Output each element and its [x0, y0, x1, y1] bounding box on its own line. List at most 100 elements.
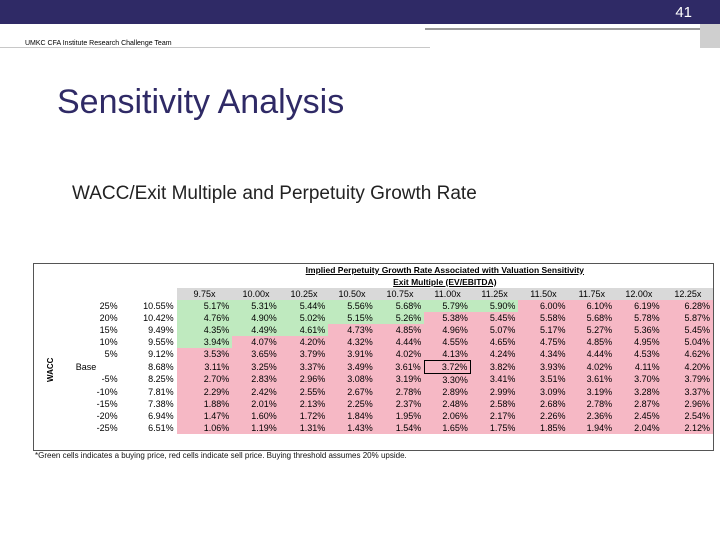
growth-rate-cell: 2.26% — [518, 410, 569, 422]
table-row: 15% 9.49% 4.35% 4.49% 4.61% 4.73% 4.85% 4.96% 5.… — [34, 324, 713, 336]
growth-rate-cell: 5.68% — [568, 312, 616, 324]
table-heading: Implied Perpetuity Growth Rate Associate… — [305, 264, 585, 275]
growth-rate-cell: 4.61% — [279, 324, 329, 336]
growth-rate-cell: 4.24% — [470, 348, 519, 361]
growth-rate-cell: 2.37% — [375, 398, 425, 410]
growth-rate-cell: 4.44% — [375, 336, 425, 348]
growth-rate-cell: 2.58% — [470, 398, 519, 410]
sensitivity-table: Implied Perpetuity Growth Rate Associate… — [34, 264, 713, 434]
multiple-header: 10.00x — [232, 288, 280, 300]
growth-rate-cell: 4.13% — [424, 348, 471, 361]
growth-rate-cell: 2.25% — [328, 398, 376, 410]
growth-rate-cell: 4.75% — [518, 336, 569, 348]
growth-rate-cell: 3.28% — [615, 386, 663, 398]
growth-rate-cell: 3.82% — [470, 360, 519, 374]
growth-rate-cell: 4.02% — [568, 360, 616, 374]
growth-rate-cell: 4.44% — [568, 348, 616, 361]
growth-rate-cell: 5.17% — [518, 324, 569, 336]
wacc-change-cell: 15% — [99, 324, 118, 335]
table-row: 10% 9.55% 3.94% 4.07% 4.20% 4.32% 4.44% 4.55% 4.… — [34, 336, 713, 348]
growth-rate-cell: 3.11% — [176, 360, 233, 374]
team-name: UMKC CFA Institute Research Challenge Te… — [25, 40, 172, 47]
sensitivity-table-panel: WACC Implied Perpetuity Growth Rate Asso… — [33, 263, 714, 451]
table-row: -5% 8.25% 2.70% 2.83% 2.96% 3.08% 3.19% 3.30% 3.… — [34, 373, 713, 386]
growth-rate-cell: 3.79% — [662, 373, 713, 386]
growth-rate-cell: 5.78% — [615, 312, 663, 324]
multiple-header: 10.25x — [279, 288, 329, 300]
growth-rate-cell: 2.96% — [662, 398, 713, 410]
growth-rate-cell: 5.02% — [279, 312, 329, 324]
growth-rate-cell: 3.61% — [568, 373, 616, 386]
slide-number: 41 — [675, 4, 692, 21]
growth-rate-cell: 2.89% — [424, 386, 471, 398]
table-subheading-row: Exit Multiple (EV/EBITDA) — [34, 276, 713, 288]
growth-rate-cell: 1.95% — [375, 410, 425, 422]
growth-rate-cell: 1.60% — [232, 410, 280, 422]
growth-rate-cell: 1.43% — [328, 422, 376, 434]
growth-rate-cell: 4.02% — [375, 348, 425, 361]
wacc-change-cell: Base — [75, 361, 97, 372]
growth-rate-cell: 5.31% — [232, 300, 280, 312]
growth-rate-cell: 2.54% — [662, 410, 713, 422]
growth-rate-cell: 1.19% — [232, 422, 280, 434]
growth-rate-cell: 4.20% — [662, 360, 713, 374]
wacc-value-cell: 7.81% — [148, 386, 174, 397]
multiple-header: 11.00x — [424, 288, 471, 300]
growth-rate-cell: 4.90% — [232, 312, 280, 324]
growth-rate-cell: 2.78% — [375, 386, 425, 398]
growth-rate-cell: 5.38% — [424, 312, 471, 324]
multiple-header: 10.50x — [328, 288, 376, 300]
growth-rate-cell: 3.19% — [568, 386, 616, 398]
growth-rate-cell: 3.49% — [328, 360, 376, 374]
growth-rate-cell: 1.75% — [470, 422, 519, 434]
growth-rate-cell: 4.53% — [615, 348, 663, 361]
growth-rate-cell: 4.34% — [518, 348, 569, 361]
growth-rate-cell: 2.99% — [470, 386, 519, 398]
table-row: 20% 10.42% 4.76% 4.90% 5.02% 5.15% 5.26% 5.38% 5… — [34, 312, 713, 324]
multiple-header: 12.25x — [662, 288, 713, 300]
growth-rate-cell: 2.55% — [279, 386, 329, 398]
multiple-header: 10.75x — [375, 288, 425, 300]
growth-rate-cell: 4.07% — [232, 336, 280, 348]
growth-rate-cell: 3.25% — [232, 360, 280, 374]
top-banner: 41 — [0, 0, 720, 24]
growth-rate-cell: 4.11% — [615, 360, 663, 374]
wacc-value-cell: 7.38% — [148, 398, 174, 409]
wacc-value-cell: 8.68% — [148, 361, 174, 372]
growth-rate-cell: 2.70% — [176, 373, 233, 386]
banner-accent-line — [425, 28, 720, 30]
wacc-change-cell: -20% — [96, 410, 118, 421]
growth-rate-cell: 3.37% — [279, 360, 329, 374]
growth-rate-cell: 5.36% — [615, 324, 663, 336]
growth-rate-cell: 4.85% — [568, 336, 616, 348]
growth-rate-cell: 2.68% — [518, 398, 569, 410]
wacc-value-cell: 10.55% — [143, 300, 174, 311]
wacc-value-cell: 9.55% — [148, 336, 174, 347]
wacc-change-cell: 20% — [99, 312, 118, 323]
table-heading-row: Implied Perpetuity Growth Rate Associate… — [34, 264, 713, 276]
wacc-change-cell: 10% — [99, 336, 118, 347]
growth-rate-cell: 3.41% — [470, 373, 519, 386]
growth-rate-cell: 3.51% — [518, 373, 569, 386]
table-row: Base 8.68% 3.11% 3.25% 3.37% 3.49% 3.61% 3.72% 3… — [34, 360, 713, 374]
wacc-change-cell: -15% — [96, 398, 118, 409]
table-row: 5% 9.12% 3.53% 3.65% 3.79% 3.91% 4.02% 4.13% 4.2… — [34, 348, 713, 361]
wacc-change-cell: 5% — [104, 348, 118, 359]
growth-rate-cell: 3.19% — [375, 373, 425, 386]
wacc-value-cell: 8.25% — [148, 374, 174, 385]
wacc-axis-label: WACC — [46, 357, 55, 382]
growth-rate-cell: 5.26% — [375, 312, 425, 324]
multiples-row: 9.75x 10.00x 10.25x 10.50x 10.75x 11.00x 11.25… — [34, 288, 713, 300]
wacc-value-cell: 9.49% — [148, 324, 174, 335]
header-divider — [0, 37, 430, 48]
growth-rate-cell: 5.15% — [328, 312, 376, 324]
growth-rate-cell: 1.85% — [518, 422, 569, 434]
growth-rate-cell: 6.10% — [568, 300, 616, 312]
growth-rate-cell: 2.42% — [232, 386, 280, 398]
growth-rate-cell: 5.79% — [424, 300, 471, 312]
growth-rate-cell: 1.88% — [176, 398, 233, 410]
growth-rate-cell: 2.12% — [662, 422, 713, 434]
growth-rate-cell: 1.72% — [279, 410, 329, 422]
growth-rate-cell: 4.55% — [424, 336, 471, 348]
growth-rate-cell: 2.45% — [615, 410, 663, 422]
